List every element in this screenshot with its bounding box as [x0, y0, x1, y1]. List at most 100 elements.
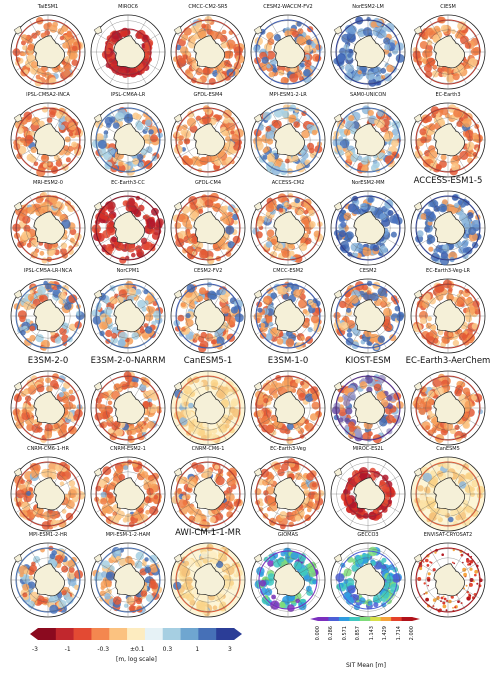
sea-ice-patch	[338, 128, 344, 134]
sea-ice-patch	[425, 425, 430, 430]
sea-ice-patch	[262, 154, 268, 160]
sea-ice-patch	[447, 331, 453, 337]
antarctica-landmass	[433, 299, 465, 333]
polar-map	[330, 14, 406, 90]
sea-ice-patch	[56, 210, 62, 217]
sea-ice-patch	[115, 514, 121, 521]
panel-title: MPI-ESM1-2-HR	[28, 532, 68, 538]
sea-ice-patch	[433, 25, 441, 33]
sea-ice-patch	[180, 129, 186, 135]
sea-ice-patch	[99, 321, 108, 330]
sea-ice-patch	[343, 212, 352, 221]
sea-ice-patch	[442, 604, 447, 609]
sea-ice-patch	[132, 112, 140, 120]
map-panel: MPI-ESM1-2-LR	[248, 92, 328, 180]
map-panel: KIOST-ESM	[328, 356, 408, 448]
sea-ice-patch	[226, 487, 233, 494]
sea-ice-patch	[62, 396, 69, 404]
sea-ice-patch	[370, 292, 379, 301]
sea-ice-patch	[226, 477, 236, 487]
panel-title: EC-Earth3	[435, 92, 461, 98]
antarctica-landmass	[353, 391, 385, 425]
sea-ice-patch	[452, 73, 460, 81]
map-panel: CanESM5-1	[168, 356, 248, 448]
sea-ice-patch	[386, 394, 393, 401]
sea-ice-patch	[375, 119, 385, 129]
antarctica-landmass	[113, 35, 145, 69]
antarctica-landmass	[113, 563, 145, 597]
sea-ice-patch	[433, 466, 439, 472]
sea-ice-patch	[385, 575, 394, 583]
sea-ice-patch	[281, 110, 290, 119]
sea-ice-patch	[225, 50, 234, 59]
sea-ice-patch	[448, 287, 453, 292]
map-panel: MPI-ESM-1-2-HAM	[88, 532, 168, 620]
colorbar-segment	[162, 628, 181, 640]
sea-ice-patch	[56, 336, 62, 342]
sea-ice-patch	[303, 69, 311, 77]
sea-ice-patch	[200, 248, 207, 256]
sea-ice-patch	[277, 468, 285, 477]
sea-ice-patch	[385, 486, 391, 492]
sea-ice-patch	[361, 164, 369, 173]
sea-ice-patch	[176, 489, 182, 494]
sea-ice-patch	[427, 496, 434, 503]
sea-ice-patch	[60, 242, 68, 249]
sea-ice-patch	[76, 310, 82, 317]
panel-title: GFDL-CM4	[194, 180, 222, 186]
sea-ice-patch	[29, 384, 35, 390]
sea-ice-patch	[257, 307, 263, 313]
antarctica-landmass	[433, 35, 465, 69]
sea-ice-patch	[28, 487, 34, 492]
sea-ice-patch	[181, 327, 186, 332]
sea-ice-patch	[19, 572, 24, 578]
colorbar-segment	[359, 617, 371, 621]
sea-ice-patch	[199, 287, 207, 295]
sea-ice-patch	[308, 221, 316, 228]
sea-ice-patch	[282, 293, 289, 300]
sea-ice-patch	[284, 202, 290, 208]
sea-ice-patch	[429, 561, 431, 563]
sea-ice-patch	[119, 68, 127, 75]
sea-ice-patch	[432, 598, 437, 602]
sea-ice-patch	[419, 128, 427, 136]
sea-ice-patch	[385, 22, 395, 33]
sea-ice-patch	[51, 199, 58, 205]
sea-ice-patch	[474, 573, 477, 577]
sea-ice-patch	[205, 333, 214, 342]
map-panel: TaiESM1	[8, 4, 88, 92]
sea-ice-patch	[137, 299, 146, 309]
sea-ice-patch	[419, 566, 423, 571]
sea-ice-patch	[354, 555, 364, 565]
sea-ice-patch	[427, 390, 435, 398]
sea-ice-patch	[226, 39, 236, 49]
sea-ice-patch	[39, 377, 44, 383]
sea-ice-patch	[148, 129, 154, 135]
polar-map	[410, 370, 486, 446]
south-america-tip	[13, 25, 23, 35]
south-america-tip	[13, 113, 23, 123]
sea-ice-patch	[278, 601, 286, 609]
sea-ice-patch	[31, 116, 40, 126]
sea-ice-patch	[228, 116, 235, 124]
sea-ice-patch	[278, 286, 287, 296]
sea-ice-patch	[418, 407, 426, 415]
sea-ice-patch	[185, 158, 194, 166]
sea-ice-patch	[71, 45, 78, 52]
sea-ice-patch	[144, 496, 152, 504]
sea-ice-patch	[188, 425, 195, 432]
sea-ice-patch	[417, 577, 422, 581]
sea-ice-patch	[466, 141, 475, 150]
sea-ice-patch	[28, 575, 34, 580]
sea-ice-patch	[59, 327, 67, 336]
sea-ice-patch	[455, 514, 461, 521]
sea-ice-patch	[293, 289, 302, 298]
sea-ice-patch	[272, 393, 279, 399]
panel-title: EC-Earth3-AerChem	[405, 356, 491, 366]
sea-ice-patch	[391, 128, 399, 136]
sea-ice-patch	[67, 489, 77, 498]
sea-ice-patch	[301, 216, 310, 225]
sea-ice-patch	[49, 553, 56, 559]
polar-map	[250, 542, 326, 618]
sea-ice-patch	[279, 511, 287, 519]
